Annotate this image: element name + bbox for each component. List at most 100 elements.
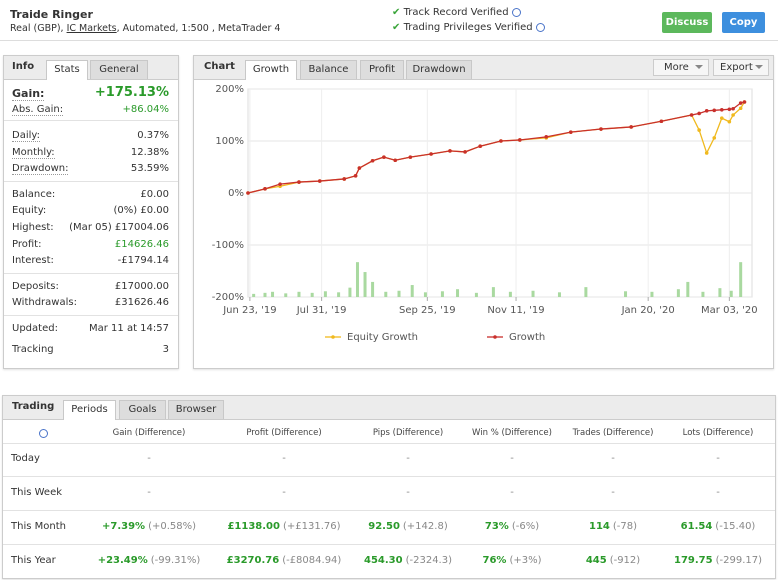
tab[interactable]: Periods — [63, 400, 116, 420]
daily-bar — [348, 287, 352, 297]
cell-value: £1138.00 — [227, 521, 280, 532]
panel-label: Info — [12, 61, 35, 72]
cell-value: 454.30 — [364, 555, 403, 566]
stat-value: Mar 11 at 14:57 — [89, 323, 169, 334]
point — [342, 177, 347, 181]
y-tick-label: 0% — [228, 188, 244, 199]
dropdown-arrow — [695, 65, 703, 73]
point — [263, 187, 267, 191]
menu-text: More — [664, 62, 689, 73]
point — [712, 136, 717, 140]
x-tick-label: Jan 20, '20 — [621, 305, 675, 316]
more-menu[interactable]: More — [653, 59, 709, 76]
cell-value: 114 — [588, 521, 610, 532]
header: Traide Ringer Real (GBP), IC Markets, Au… — [0, 0, 778, 41]
cell-value: - — [510, 453, 514, 464]
tab[interactable]: Browser — [168, 400, 224, 419]
stat-value: -£1794.14 — [117, 255, 169, 266]
broker-link[interactable]: IC Markets — [66, 23, 117, 34]
point — [478, 144, 482, 148]
cell-difference: (-99.31%) — [150, 555, 201, 566]
point — [727, 119, 732, 124]
daily-bar — [729, 290, 733, 297]
help-icon[interactable] — [39, 428, 48, 439]
point — [429, 152, 433, 156]
daily-bar — [323, 291, 327, 297]
column-header: Win % (Difference) — [472, 428, 552, 438]
daily-bar — [397, 290, 401, 297]
tab[interactable]: Goals — [119, 400, 166, 419]
daily-bar — [531, 290, 535, 297]
point — [719, 108, 724, 112]
legend-dot — [493, 335, 497, 339]
cell-value: 73% — [484, 521, 509, 532]
daily-bar — [650, 291, 654, 297]
point — [742, 100, 747, 104]
y-tick-label: 100% — [215, 136, 244, 147]
point — [697, 111, 701, 116]
stat-label: Updated: — [12, 323, 58, 334]
cell-value: - — [406, 487, 410, 498]
daily-bar — [371, 281, 375, 297]
discuss-button[interactable]: Discuss — [662, 12, 712, 33]
daily-bar — [355, 262, 359, 297]
help-icon[interactable] — [535, 22, 545, 32]
verified: ✔ Track Record Verified — [392, 7, 521, 18]
panel-label: Trading — [12, 401, 55, 412]
daily-bar — [557, 292, 561, 297]
point — [659, 119, 664, 124]
x-tick-label: Sep 25, '19 — [399, 305, 456, 316]
point — [738, 106, 743, 111]
separator — [4, 120, 178, 121]
legend-label: Growth — [509, 332, 545, 343]
cell: - — [79, 453, 219, 464]
tab[interactable]: Profit — [360, 60, 404, 79]
point — [448, 149, 452, 153]
stat-value: £14626.46 — [114, 239, 169, 250]
daily-bar — [584, 287, 588, 297]
tab[interactable]: Balance — [300, 60, 357, 79]
daily-bar — [297, 291, 301, 297]
daily-bar — [739, 262, 743, 297]
cell: £1138.00 (+£131.76) — [214, 521, 354, 532]
stat-label: Daily: — [12, 130, 40, 142]
cell-value: - — [716, 453, 720, 464]
tab[interactable]: Drawdown — [406, 60, 472, 79]
stat-label: Drawdown: — [12, 163, 69, 175]
stat-value: 53.59% — [130, 163, 169, 174]
export-menu[interactable]: Export — [713, 59, 769, 76]
stat-label: Deposits: — [12, 281, 59, 292]
cell-value: 445 — [585, 555, 607, 566]
cell-difference: (-78) — [612, 521, 637, 532]
cell: - — [543, 487, 683, 498]
cell-difference: (+142.8) — [402, 521, 448, 532]
cell-value: - — [282, 487, 286, 498]
cell: - — [214, 487, 354, 498]
daily-bar — [410, 285, 414, 297]
tab[interactable]: Growth — [245, 60, 297, 80]
period-label: Today — [11, 453, 40, 464]
stat-label: Interest: — [12, 255, 54, 266]
x-tick-label: Nov 11, '19 — [487, 305, 544, 316]
separator — [4, 273, 178, 274]
stat-label: Equity: — [12, 205, 47, 216]
tab[interactable]: General — [90, 60, 148, 79]
info-panel: Info Stats General Gain: +175.13% Abs. Gai… — [3, 55, 179, 369]
panel-label: Chart — [204, 61, 235, 72]
point — [629, 125, 633, 129]
cell-value: - — [147, 487, 151, 498]
help-icon[interactable] — [511, 7, 521, 17]
verified: ✔ Trading Privileges Verified — [392, 22, 545, 33]
account-prefix: Real (GBP), — [10, 23, 67, 34]
cell-difference: (+£131.76) — [282, 521, 341, 532]
stat-value: 12.38% — [130, 147, 169, 158]
copy-button[interactable]: Copy — [722, 12, 765, 33]
daily-bar — [310, 292, 314, 297]
cell: - — [338, 453, 478, 464]
dropdown-arrow — [755, 65, 763, 73]
tab[interactable]: Stats — [46, 60, 88, 80]
point — [704, 151, 709, 155]
title: Traide Ringer — [10, 8, 93, 21]
x-tick-label: Jun 23, '19 — [222, 305, 276, 316]
cell-difference: (+0.58%) — [148, 521, 197, 532]
